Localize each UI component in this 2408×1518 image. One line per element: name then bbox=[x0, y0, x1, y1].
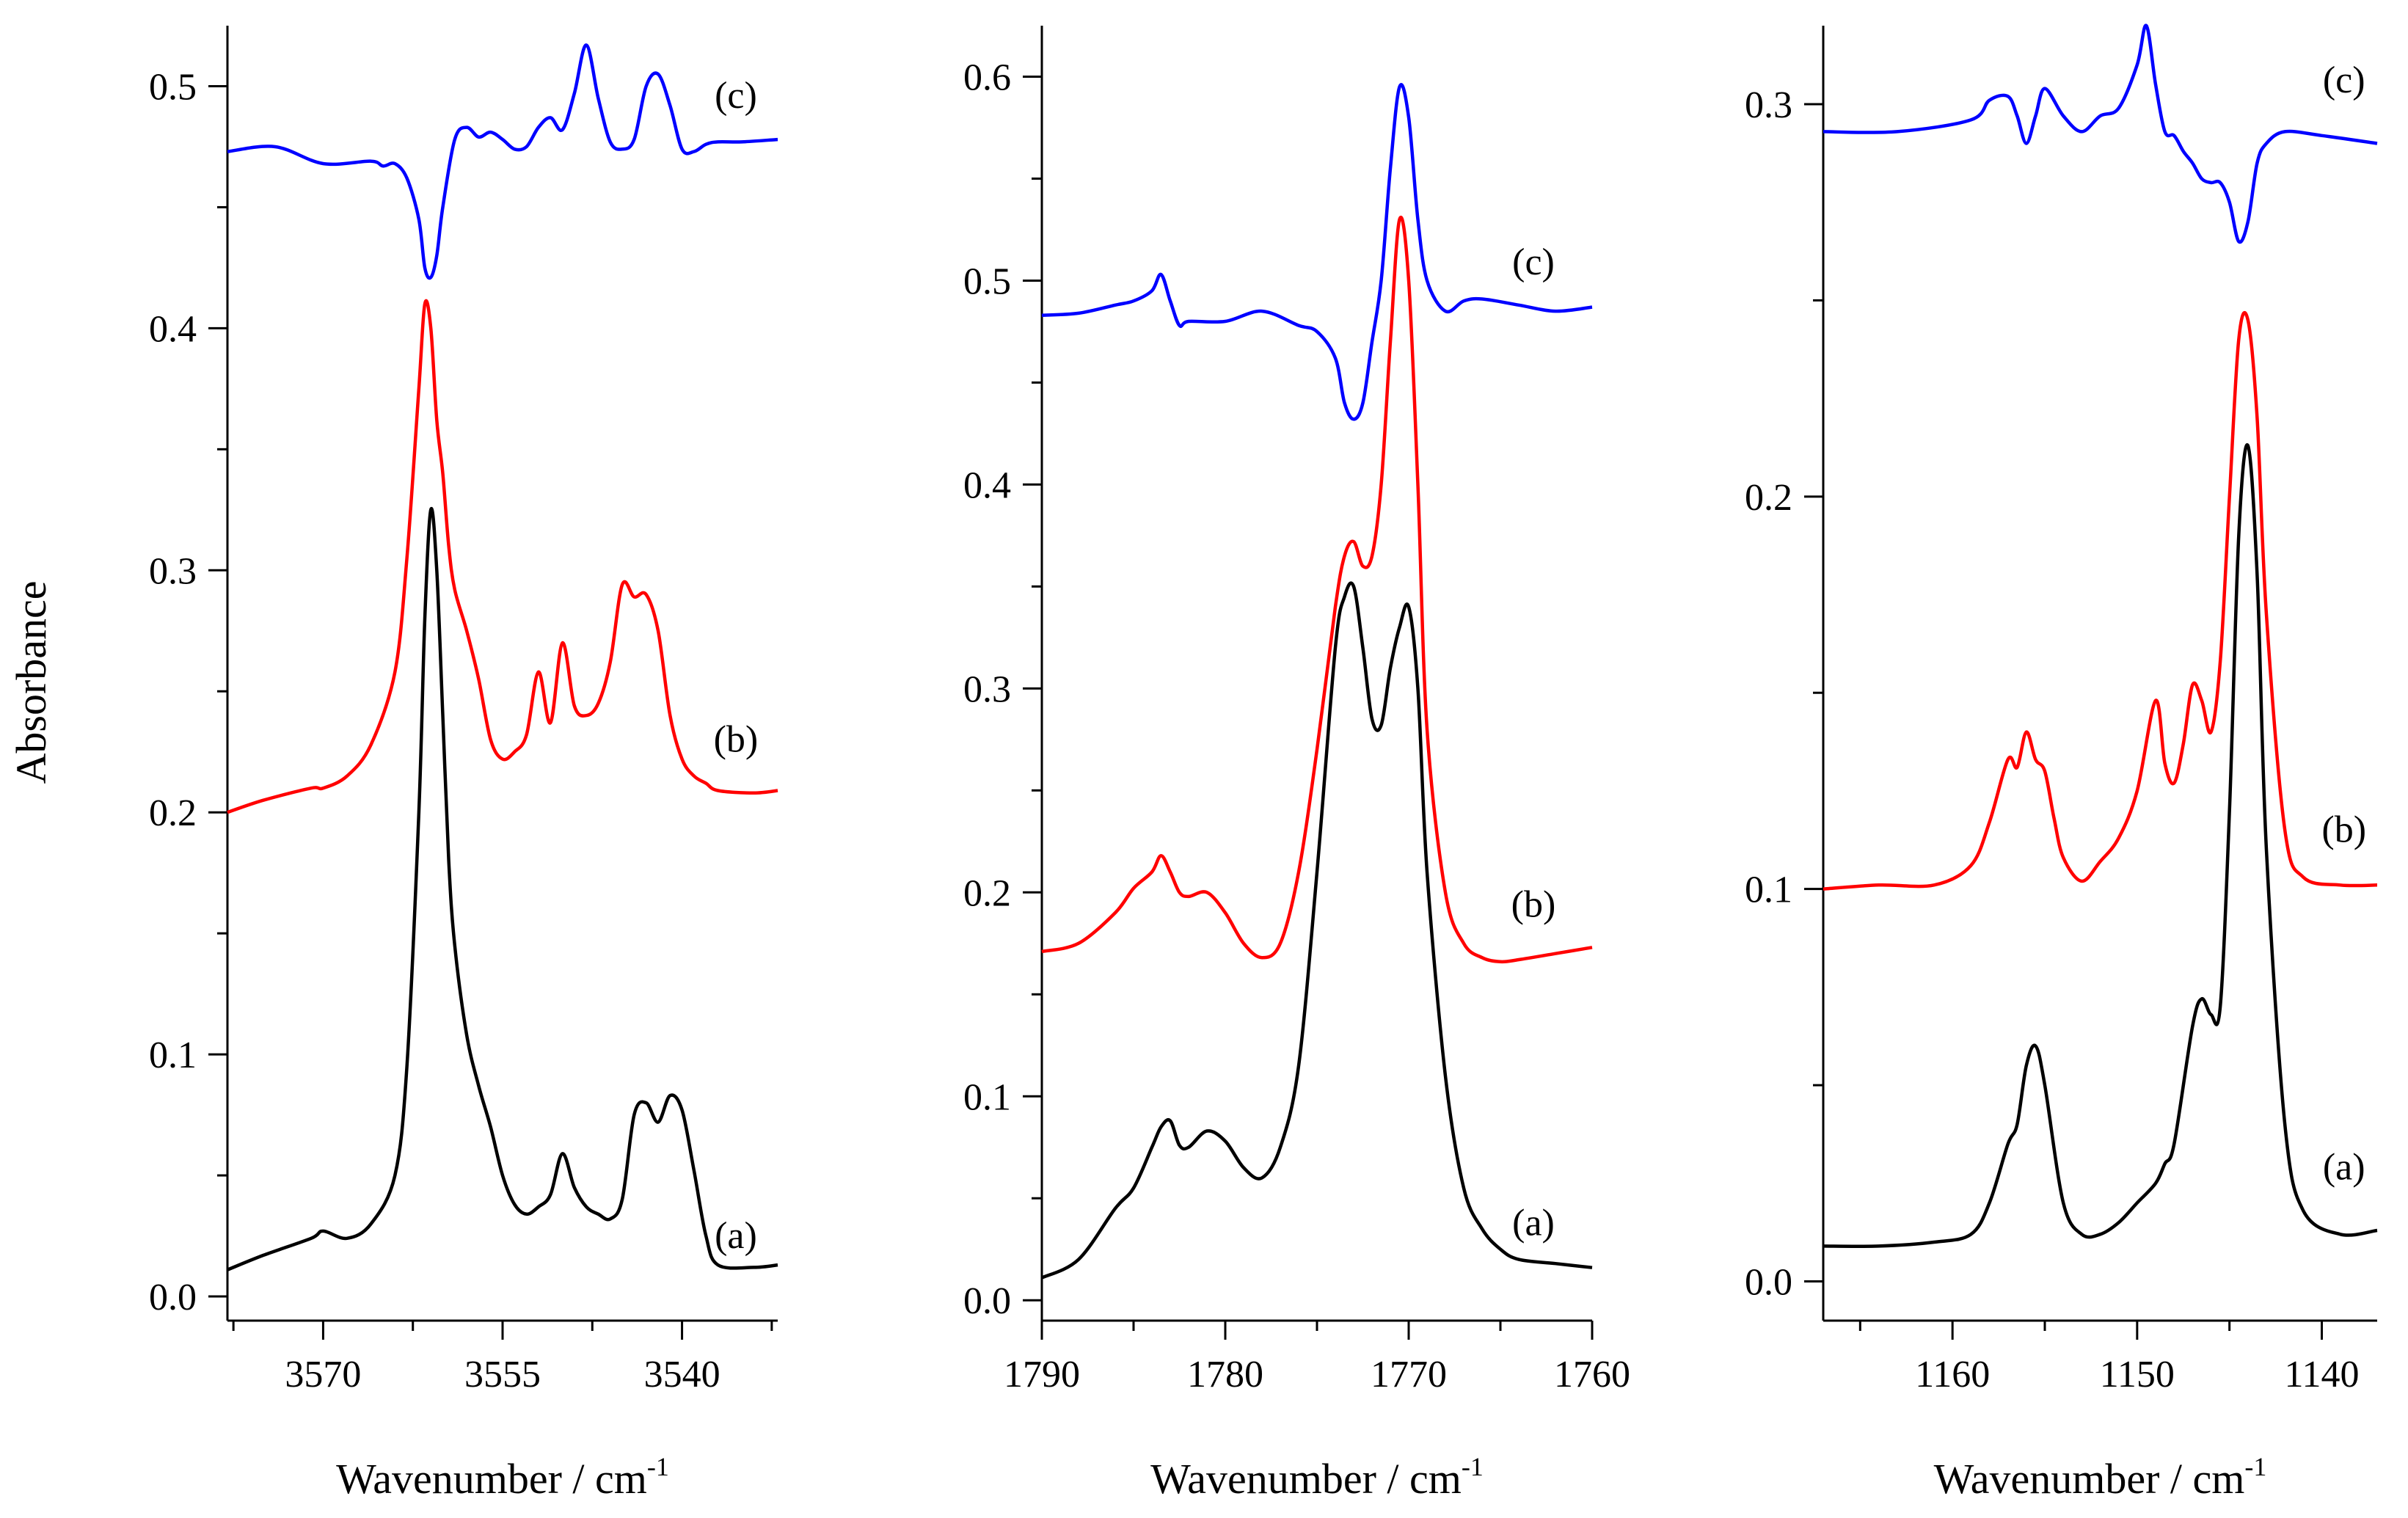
series-line-b bbox=[227, 299, 778, 814]
y-tick-label: 0.2 bbox=[1745, 477, 1792, 519]
series-line-b bbox=[1041, 216, 1593, 964]
curve-label: (c) bbox=[715, 75, 757, 117]
y-tick-label: 0.3 bbox=[1745, 84, 1792, 126]
x-tick-label: 3555 bbox=[464, 1354, 541, 1395]
x-axis-title: Wavenumber / cm-1 bbox=[1934, 1452, 2267, 1503]
y-tick-label: 0.3 bbox=[963, 668, 1011, 710]
x-axis-title-superscript: -1 bbox=[2244, 1452, 2266, 1481]
series-line-c bbox=[227, 43, 778, 280]
curve-label: (a) bbox=[2323, 1146, 2365, 1188]
panel-2: 0.0 0.1 0.2 0.3 0.4 0.5 0.6 1790 1780 1770 1760 Wav… bbox=[963, 26, 1630, 1503]
x-axis-title-text: Wavenumber / cm bbox=[1150, 1455, 1462, 1503]
x-axis-title-superscript: -1 bbox=[1462, 1452, 1484, 1481]
x-axis-title: Wavenumber / cm-1 bbox=[1150, 1452, 1484, 1503]
x-tick-label: 3570 bbox=[285, 1354, 361, 1395]
series-line-a bbox=[227, 506, 778, 1271]
y-tick-label: 0.2 bbox=[149, 792, 197, 834]
y-tick-label: 0.6 bbox=[963, 56, 1011, 98]
curve-label: (b) bbox=[714, 719, 759, 761]
x-axis-title-text: Wavenumber / cm bbox=[1934, 1455, 2245, 1503]
panels: 0.0 0.1 0.2 0.3 0.4 0.5 3570 3555 3540 Wavenumber… bbox=[149, 23, 2378, 1503]
x-tick-label: 1160 bbox=[1915, 1354, 1990, 1395]
series-line-c bbox=[1041, 83, 1593, 421]
y-tick-label: 0.5 bbox=[963, 260, 1011, 302]
x-axis-title-superscript: -1 bbox=[647, 1452, 669, 1481]
y-tick-label: 0.1 bbox=[149, 1034, 197, 1076]
x-tick-label: 1760 bbox=[1554, 1354, 1630, 1395]
x-tick-label: 1790 bbox=[1004, 1354, 1080, 1395]
x-tick-label: 1140 bbox=[2284, 1354, 2359, 1395]
y-tick-label: 0.1 bbox=[1745, 869, 1792, 911]
y-tick-label: 0.1 bbox=[963, 1076, 1011, 1118]
x-tick-label: 1770 bbox=[1371, 1354, 1447, 1395]
x-axis-title: Wavenumber / cm-1 bbox=[336, 1452, 669, 1503]
panel-3: 0.0 0.1 0.2 0.3 1160 1150 1140 Wavenumber / cm-… bbox=[1745, 23, 2378, 1503]
series-line-a bbox=[1823, 443, 2378, 1249]
x-axis-title-text: Wavenumber / cm bbox=[336, 1455, 647, 1503]
curve-label: (c) bbox=[2323, 59, 2365, 101]
y-tick-label: 0.5 bbox=[149, 66, 197, 108]
x-tick-label: 1780 bbox=[1187, 1354, 1263, 1395]
series-line-a bbox=[1041, 581, 1593, 1280]
curve-label: (b) bbox=[1511, 884, 1556, 926]
series-line-c bbox=[1823, 23, 2378, 244]
panel-1: 0.0 0.1 0.2 0.3 0.4 0.5 3570 3555 3540 Wavenumber… bbox=[149, 26, 778, 1503]
y-tick-label: 0.0 bbox=[149, 1277, 197, 1318]
curve-label: (b) bbox=[2321, 809, 2366, 850]
x-tick-label: 3540 bbox=[644, 1354, 720, 1395]
y-tick-label: 0.4 bbox=[149, 308, 197, 350]
y-tick-label: 0.0 bbox=[963, 1280, 1011, 1322]
y-axis-title: Absorbance bbox=[7, 580, 55, 784]
series-line-b bbox=[1823, 310, 2378, 891]
y-tick-label: 0.0 bbox=[1745, 1262, 1792, 1304]
y-tick-label: 0.4 bbox=[963, 464, 1011, 506]
y-tick-label: 0.2 bbox=[963, 872, 1011, 914]
y-tick-label: 0.3 bbox=[149, 550, 197, 592]
curve-label: (a) bbox=[715, 1215, 757, 1257]
curve-label: (a) bbox=[1512, 1202, 1555, 1244]
x-tick-label: 1150 bbox=[2100, 1354, 2175, 1395]
curve-label: (c) bbox=[1512, 241, 1555, 283]
